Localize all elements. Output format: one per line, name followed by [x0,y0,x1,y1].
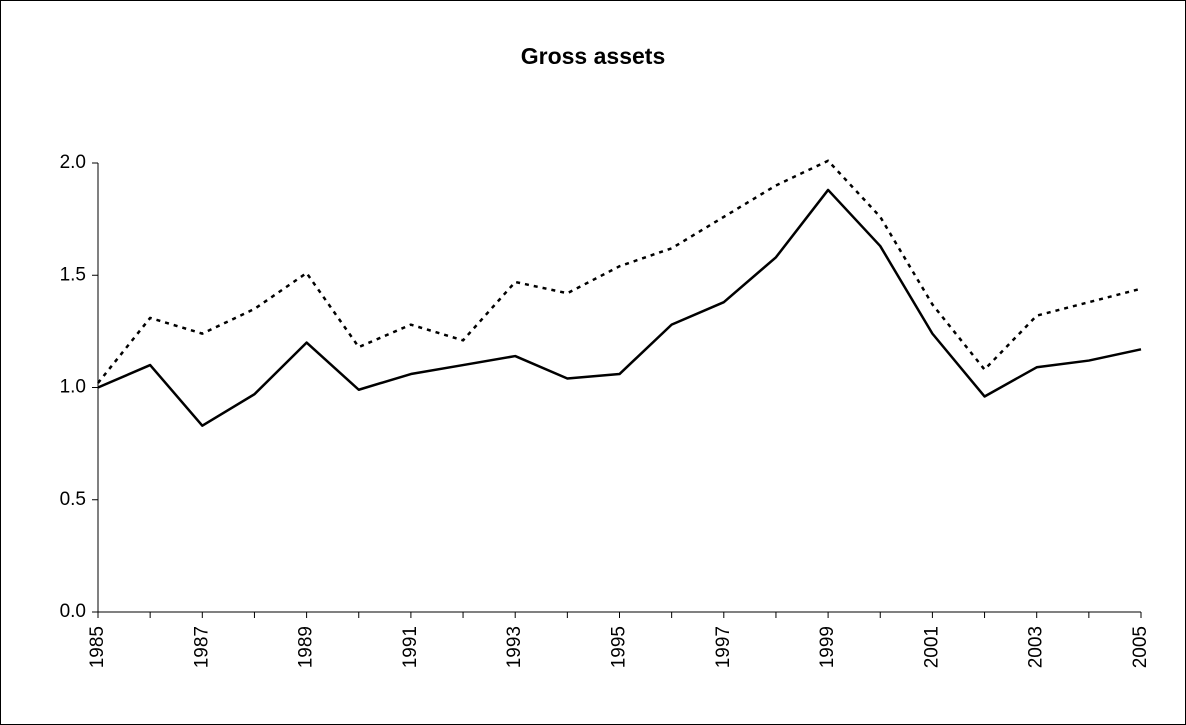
x-tick-label: 1989 [296,626,317,668]
y-tick-label: 0.0 [60,601,86,622]
x-tick-label: 1985 [87,626,108,668]
x-tick-label: 1991 [400,626,421,668]
x-tick-label: 1993 [504,626,525,668]
x-tick-label: 2005 [1130,626,1151,668]
y-tick-label: 2.0 [60,152,86,173]
x-tick-label: 1987 [191,626,212,668]
series-line [97,188,1142,427]
x-tick-label: 1997 [713,626,734,668]
y-tick-label: 0.5 [60,489,86,510]
x-tick-label: 2001 [921,626,942,668]
series-line [97,159,1142,384]
chart-title: Gross assets [521,43,665,69]
x-tick-label: 2003 [1026,626,1047,668]
y-tick-label: 1.5 [60,264,86,285]
x-tick-label: 1995 [609,626,630,668]
y-tick-label: 1.0 [60,377,86,398]
x-tick-label: 1999 [817,626,838,668]
